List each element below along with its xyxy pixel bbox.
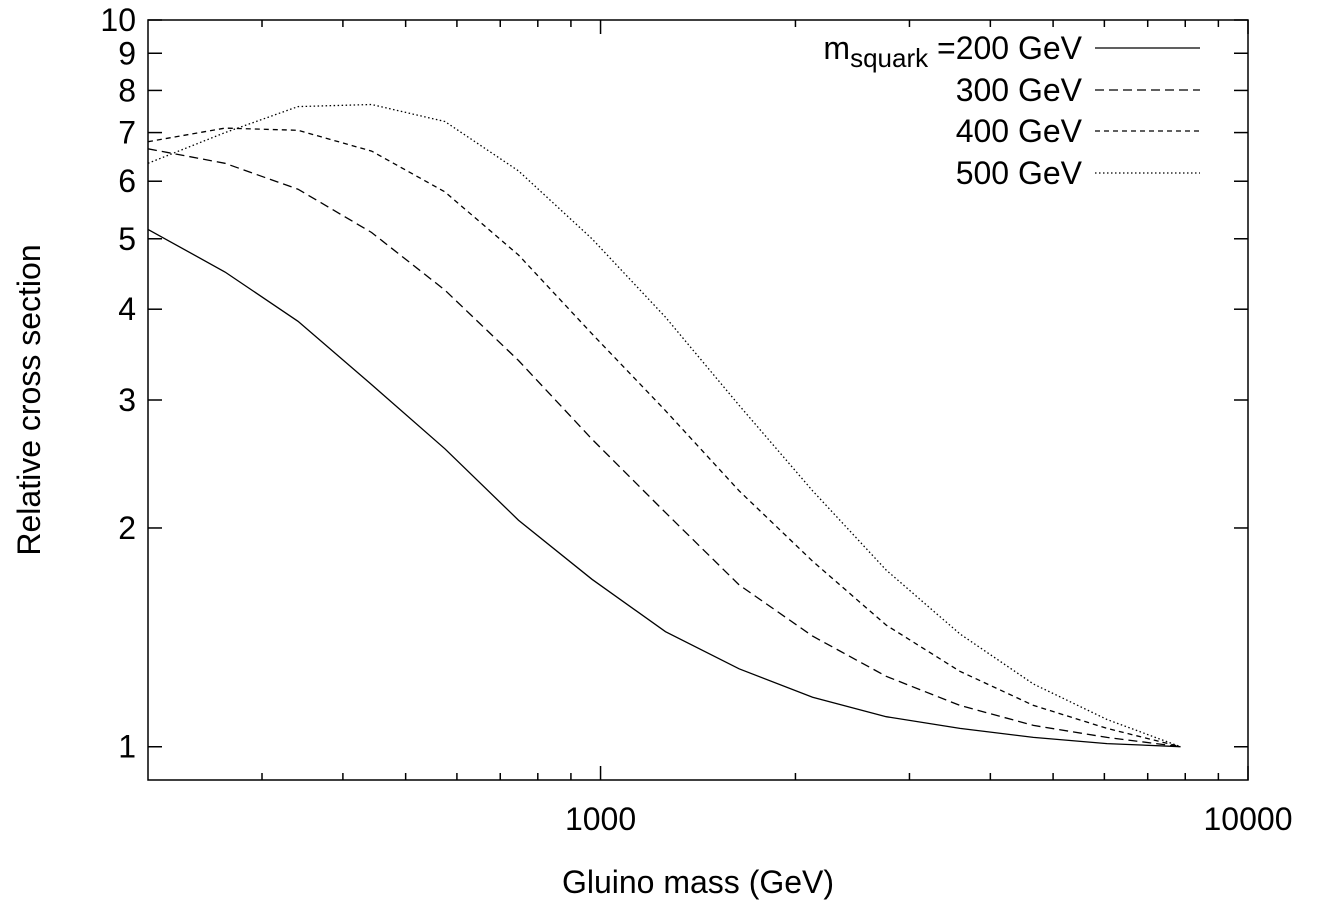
y-tick-label: 9 [118, 35, 136, 71]
legend-label-4: 500 GeV [956, 155, 1083, 191]
legend-label-1: 200 GeV [956, 30, 1083, 66]
y-tick-label: 1 [118, 729, 136, 765]
y-tick-label: 6 [118, 163, 136, 199]
legend-prefix: msquark = [823, 30, 955, 73]
series-line-2 [147, 148, 1181, 748]
y-tick-label: 4 [118, 291, 136, 327]
x-tick-label: 10000 [1204, 801, 1293, 837]
legend-label-3: 400 GeV [956, 113, 1083, 149]
y-tick-label: 5 [118, 221, 136, 257]
y-tick-label: 10 [100, 2, 136, 38]
series-line-4 [147, 103, 1181, 748]
legend-label-2: 300 GeV [956, 72, 1083, 108]
series-line-1 [147, 228, 1181, 748]
legend: msquark = 200 GeV 300 GeV 400 GeV 500 GeV [823, 30, 1200, 191]
series-lines [147, 103, 1181, 748]
y-tick-label: 7 [118, 115, 136, 151]
legend-prefix-m: m [823, 30, 850, 66]
y-tick-label: 2 [118, 510, 136, 546]
x-axis-title: Gluino mass (GeV) [562, 864, 834, 900]
y-axis-title: Relative cross section [11, 244, 47, 555]
y-tick-label: 3 [118, 382, 136, 418]
legend-prefix-sub: squark [850, 43, 929, 73]
y-tick-label: 8 [118, 72, 136, 108]
x-tick-label: 1000 [565, 801, 636, 837]
ticks [148, 19, 1249, 780]
series-line-3 [147, 127, 1181, 748]
legend-prefix-suffix: = [928, 30, 956, 66]
